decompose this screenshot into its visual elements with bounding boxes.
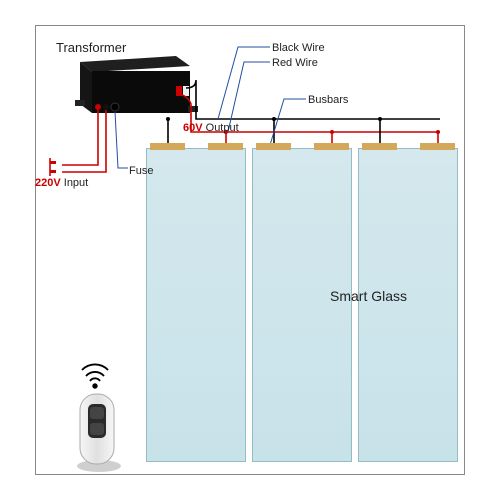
glass-panel-3 — [358, 148, 458, 462]
smart-glass-label: Smart Glass — [330, 288, 407, 304]
busbar — [150, 143, 185, 150]
input-label: 220V Input — [35, 177, 88, 189]
glass-panel-2 — [252, 148, 352, 462]
busbars-label: Busbars — [308, 94, 348, 106]
black-wire-label: Black Wire — [272, 42, 325, 54]
input-voltage: 220V — [35, 177, 61, 189]
output-suffix: Output — [203, 122, 239, 134]
signal-icon — [82, 364, 108, 387]
busbar — [208, 143, 243, 150]
fuse-label: Fuse — [129, 165, 153, 177]
output-voltage: 60V — [183, 122, 203, 134]
input-wires — [50, 110, 106, 176]
transformer-label: Transformer — [56, 40, 126, 55]
glass-panel-1 — [146, 148, 246, 462]
input-suffix: Input — [61, 177, 89, 189]
busbar — [256, 143, 291, 150]
red-wire-label: Red Wire — [272, 57, 318, 69]
busbar — [314, 143, 349, 150]
transformer-box — [75, 56, 198, 113]
remote-control — [77, 394, 121, 472]
busbar — [362, 143, 397, 150]
busbar — [420, 143, 455, 150]
output-label: 60V Output — [183, 122, 239, 134]
